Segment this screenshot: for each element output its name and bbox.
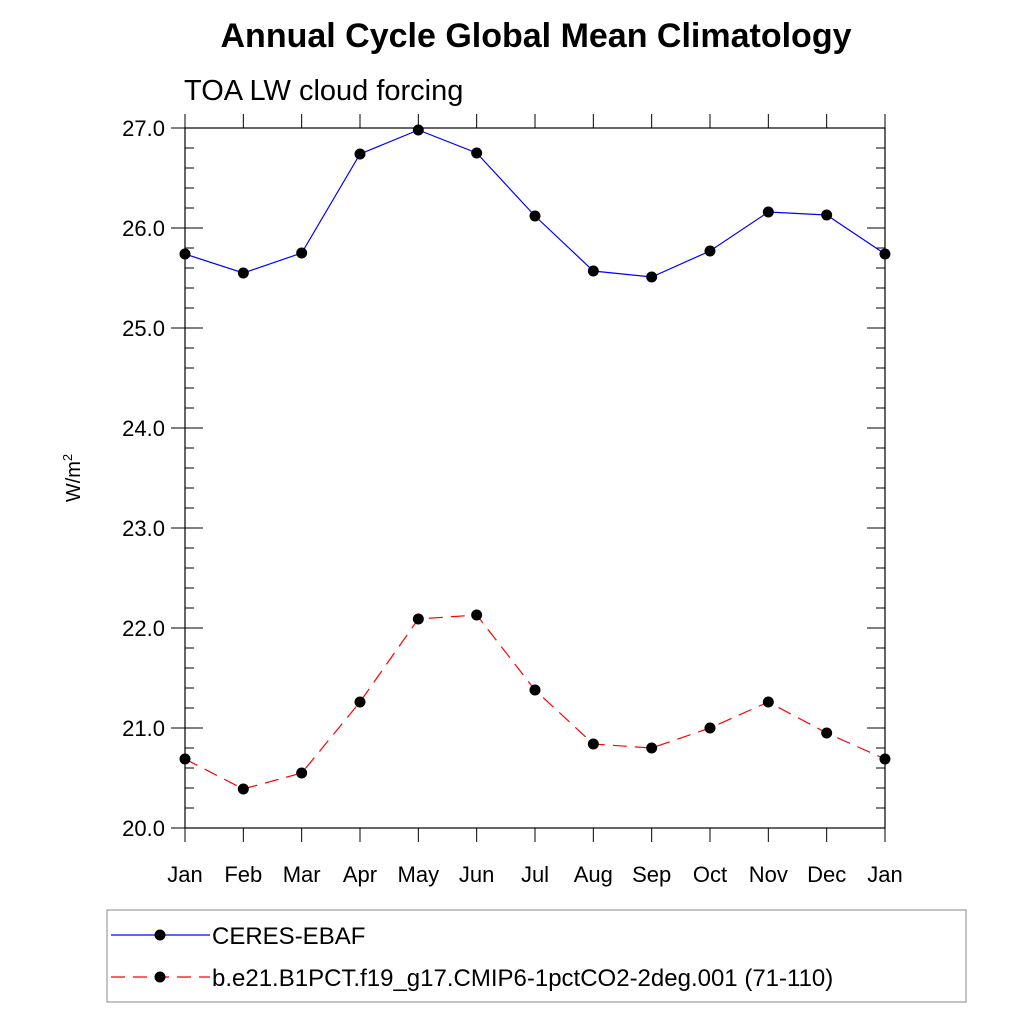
series-layer — [179, 124, 891, 795]
x-tick-label: Oct — [693, 862, 727, 887]
plot-frame — [184, 127, 886, 829]
y-tick-label: 27.0 — [122, 116, 165, 141]
series-1-point — [471, 609, 483, 621]
series-1-point — [704, 722, 716, 734]
series-1-point — [646, 742, 658, 754]
series-0-point — [471, 147, 483, 159]
x-tick-label: Jan — [867, 862, 902, 887]
x-tick-label: Sep — [632, 862, 671, 887]
x-tick-label: Feb — [224, 862, 262, 887]
x-tick-label: Jan — [167, 862, 202, 887]
y-tick-label: 22.0 — [122, 616, 165, 641]
x-tick-label: Mar — [283, 862, 321, 887]
series-0-point — [762, 206, 774, 218]
series-0-point — [646, 271, 658, 283]
series-1-point — [587, 738, 599, 750]
legend-entry-ceres: CERES-EBAF — [111, 923, 365, 950]
series-line-1 — [184, 614, 886, 790]
y-axis-label-superscript: 2 — [60, 454, 75, 461]
legend-entry-model: b.e21.B1PCT.f19_g17.CMIP6-1pctCO2-2deg.0… — [111, 965, 833, 992]
y-tick-label: 24.0 — [122, 416, 165, 441]
chart-title: Annual Cycle Global Mean Climatology — [221, 17, 852, 55]
series-1-point — [529, 684, 541, 696]
series-1-point — [296, 767, 308, 779]
series-1-point — [821, 727, 833, 739]
y-tick-label: 25.0 — [122, 316, 165, 341]
axes-layer: 20.0 21.0 22.0 23.0 24.0 25.0 26.0 27.0 Jan Feb Ma… — [122, 114, 903, 887]
legend-label-ceres: CERES-EBAF — [212, 923, 365, 950]
series-1-point — [762, 696, 774, 708]
x-tick-label: Dec — [807, 862, 846, 887]
y-tick-label: 26.0 — [122, 216, 165, 241]
series-0-point — [237, 267, 249, 279]
x-tick-label: Jun — [459, 862, 494, 887]
series-line-0 — [184, 129, 886, 278]
legend-marker-ceres — [154, 929, 166, 941]
y-tick-label: 23.0 — [122, 516, 165, 541]
series-1-point — [412, 613, 424, 625]
x-tick-label: Jul — [521, 862, 549, 887]
legend-label-model: b.e21.B1PCT.f19_g17.CMIP6-1pctCO2-2deg.0… — [212, 965, 833, 992]
x-tick-label: Nov — [749, 862, 788, 887]
x-tick-label: May — [398, 862, 440, 887]
series-0-point — [587, 265, 599, 277]
series-0-point — [821, 209, 833, 221]
y-axis-label: W/m2 — [60, 454, 85, 502]
series-0-point — [412, 124, 424, 136]
chart-subtitle: TOA LW cloud forcing — [184, 75, 463, 107]
x-tick-label: Apr — [343, 862, 377, 887]
y-tick-label: 21.0 — [122, 716, 165, 741]
y-tick-label: 20.0 — [122, 816, 165, 841]
series-0-point — [296, 247, 308, 259]
x-tick-label: Aug — [574, 862, 613, 887]
series-0-point — [354, 148, 366, 160]
legend: CERES-EBAF b.e21.B1PCT.f19_g17.CMIP6-1pc… — [106, 909, 967, 1003]
series-0-point — [529, 210, 541, 222]
series-0-point — [704, 245, 716, 257]
series-1-point — [237, 783, 249, 795]
series-1-point — [354, 696, 366, 708]
legend-marker-model — [154, 971, 166, 983]
legend-box — [106, 909, 967, 1003]
